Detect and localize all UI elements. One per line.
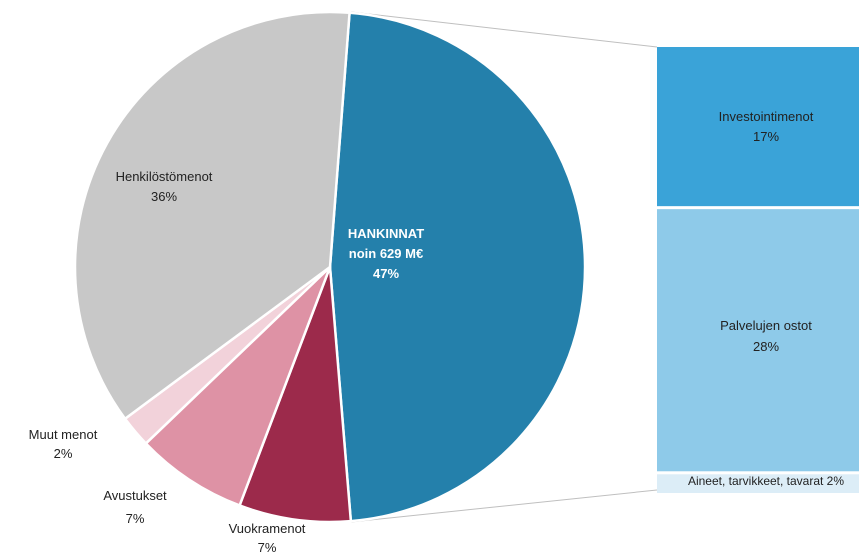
slice-pct-vuokramenot: 7% — [258, 540, 277, 555]
bar-label-aineet: Aineet, tarvikkeet, tavarat 2% — [688, 474, 844, 488]
breakdown-bar-2 — [657, 209, 859, 472]
breakdown-bars — [657, 47, 859, 493]
pie-slice-vuokramenot — [238, 265, 353, 524]
slice-pct-henkilostomenot: 36% — [151, 189, 177, 204]
connector-line-top — [350, 11, 658, 48]
slice-label-muut-menot: Muut menot — [29, 427, 98, 442]
bar-pct-palvelujen-ostot: 28% — [753, 339, 779, 354]
center-label-title: HANKINNAT — [348, 226, 424, 241]
connector-lines — [350, 11, 658, 523]
pie-slice-henkilostomenot — [73, 10, 351, 420]
bar-label-palvelujen-ostot: Palvelujen ostot — [720, 318, 812, 333]
slice-pct-muut-menot: 2% — [54, 446, 73, 461]
pie-slice-avustukset — [144, 265, 332, 507]
slice-pct-avustukset: 7% — [126, 511, 145, 526]
center-label-percent: 47% — [373, 266, 399, 281]
connector-line-bottom — [350, 489, 658, 523]
center-label-amount: noin 629 M€ — [349, 246, 423, 261]
slice-label-avustukset: Avustukset — [103, 488, 167, 503]
slice-label-henkilostomenot: Henkilöstömenot — [116, 169, 213, 184]
breakdown-bar-1 — [657, 47, 859, 207]
pie-slice-hankinnat — [328, 11, 587, 523]
bar-pct-investointimenot: 17% — [753, 129, 779, 144]
pie-slices — [73, 10, 587, 524]
slice-label-vuokramenot: Vuokramenot — [229, 521, 306, 536]
chart-labels: HANKINNAT noin 629 M€ 47% Henkilöstömeno… — [29, 109, 845, 555]
bar-label-investointimenot: Investointimenot — [719, 109, 814, 124]
breakdown-bar-3 — [657, 474, 859, 493]
